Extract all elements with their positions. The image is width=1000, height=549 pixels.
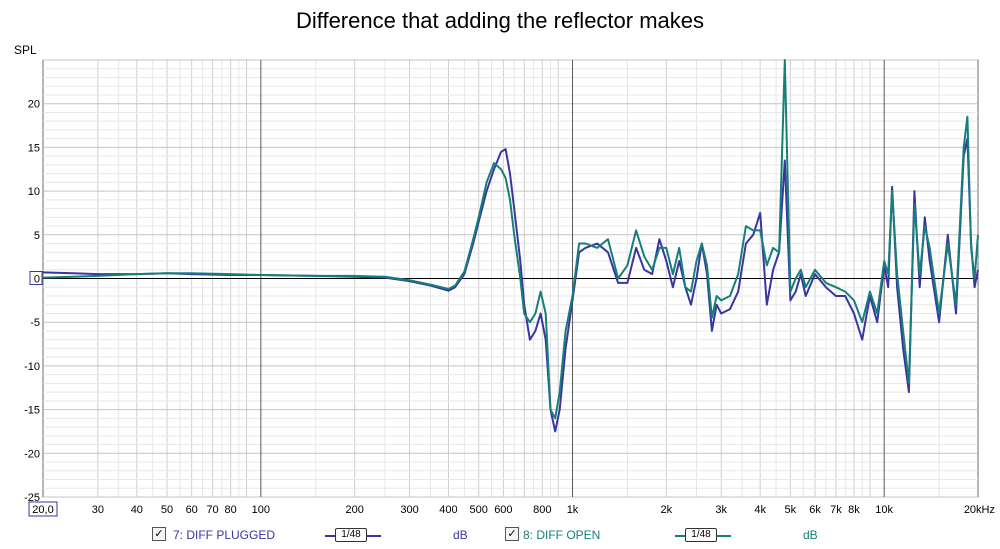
x-tick-label: 10k xyxy=(875,504,893,516)
legend-plugged-smoothing[interactable]: 1/48 xyxy=(325,528,381,542)
x-tick-label: 600 xyxy=(494,504,512,516)
y-axis-ticks: 20 15 10 5 0 -5 -10 -15 -20 -25 xyxy=(24,99,43,504)
x-start-marker xyxy=(28,501,58,517)
legend-open: ✓ 8: DIFF OPEN 1/48 dB xyxy=(503,526,823,544)
x-tick-label: 100 xyxy=(252,504,270,516)
x-tick-label: 70 xyxy=(206,504,218,516)
x-tick-label: 4k xyxy=(754,504,766,516)
y-tick-label: -25 xyxy=(24,492,40,504)
legend-plugged-checkbox[interactable]: ✓ xyxy=(152,527,166,541)
legend-open-smoothing-value: 1/48 xyxy=(685,528,717,542)
x-axis-ticks: 20,0 30 40 50 60 70 80 100 200 300 400 500 600 800 1k 2… xyxy=(28,501,995,517)
x-tick-label: 500 xyxy=(470,504,488,516)
x-tick-label: 60 xyxy=(186,504,198,516)
x-tick-label: 5k xyxy=(785,504,797,516)
legend-plugged-label: 7: DIFF PLUGGED xyxy=(173,528,276,542)
legend-open-unit: dB xyxy=(803,528,818,542)
series-layer xyxy=(42,59,979,433)
series-open-line xyxy=(42,59,979,420)
x-tick-label: 6k xyxy=(809,504,821,516)
y-tick-label: 10 xyxy=(28,186,40,198)
x-tick-label: 20kHz xyxy=(964,504,995,516)
y-tick-label: 0 xyxy=(34,274,40,286)
x-tick-label: 200 xyxy=(345,504,363,516)
legend-open-smoothing[interactable]: 1/48 xyxy=(675,528,731,542)
x-tick-label: 3k xyxy=(715,504,727,516)
x-tick-label: 50 xyxy=(161,504,173,516)
y-tick-label: -20 xyxy=(24,448,40,460)
y-zero-marker xyxy=(29,271,43,285)
x-tick-label: 7k xyxy=(830,504,842,516)
legend-open-checkbox[interactable]: ✓ xyxy=(505,527,519,541)
legend-plugged: ✓ 7: DIFF PLUGGED 1/48 dB xyxy=(150,526,470,544)
y-tick-label: -5 xyxy=(30,317,40,329)
legend-plugged-unit: dB xyxy=(453,528,468,542)
x-tick-label: 300 xyxy=(400,504,418,516)
legend-open-label: 8: DIFF OPEN xyxy=(523,528,601,542)
chart-title: Difference that adding the reflector mak… xyxy=(295,8,705,33)
legend-plugged-smoothing-value: 1/48 xyxy=(335,528,367,542)
x-tick-label: 20,0 xyxy=(32,504,53,516)
x-tick-label: 2k xyxy=(661,504,673,516)
x-tick-label: 400 xyxy=(439,504,457,516)
x-tick-label: 30 xyxy=(92,504,104,516)
x-tick-label: 1k xyxy=(567,504,579,516)
x-tick-label: 40 xyxy=(131,504,143,516)
y-axis-label: SPL xyxy=(14,43,37,57)
y-tick-label: -15 xyxy=(24,405,40,417)
y-tick-label: 20 xyxy=(28,99,40,111)
x-tick-label: 800 xyxy=(533,504,551,516)
y-tick-label: 5 xyxy=(34,230,40,242)
x-tick-label: 8k xyxy=(848,504,860,516)
y-tick-label: 15 xyxy=(28,142,40,154)
y-tick-label: -10 xyxy=(24,361,40,373)
x-tick-label: 80 xyxy=(225,504,237,516)
